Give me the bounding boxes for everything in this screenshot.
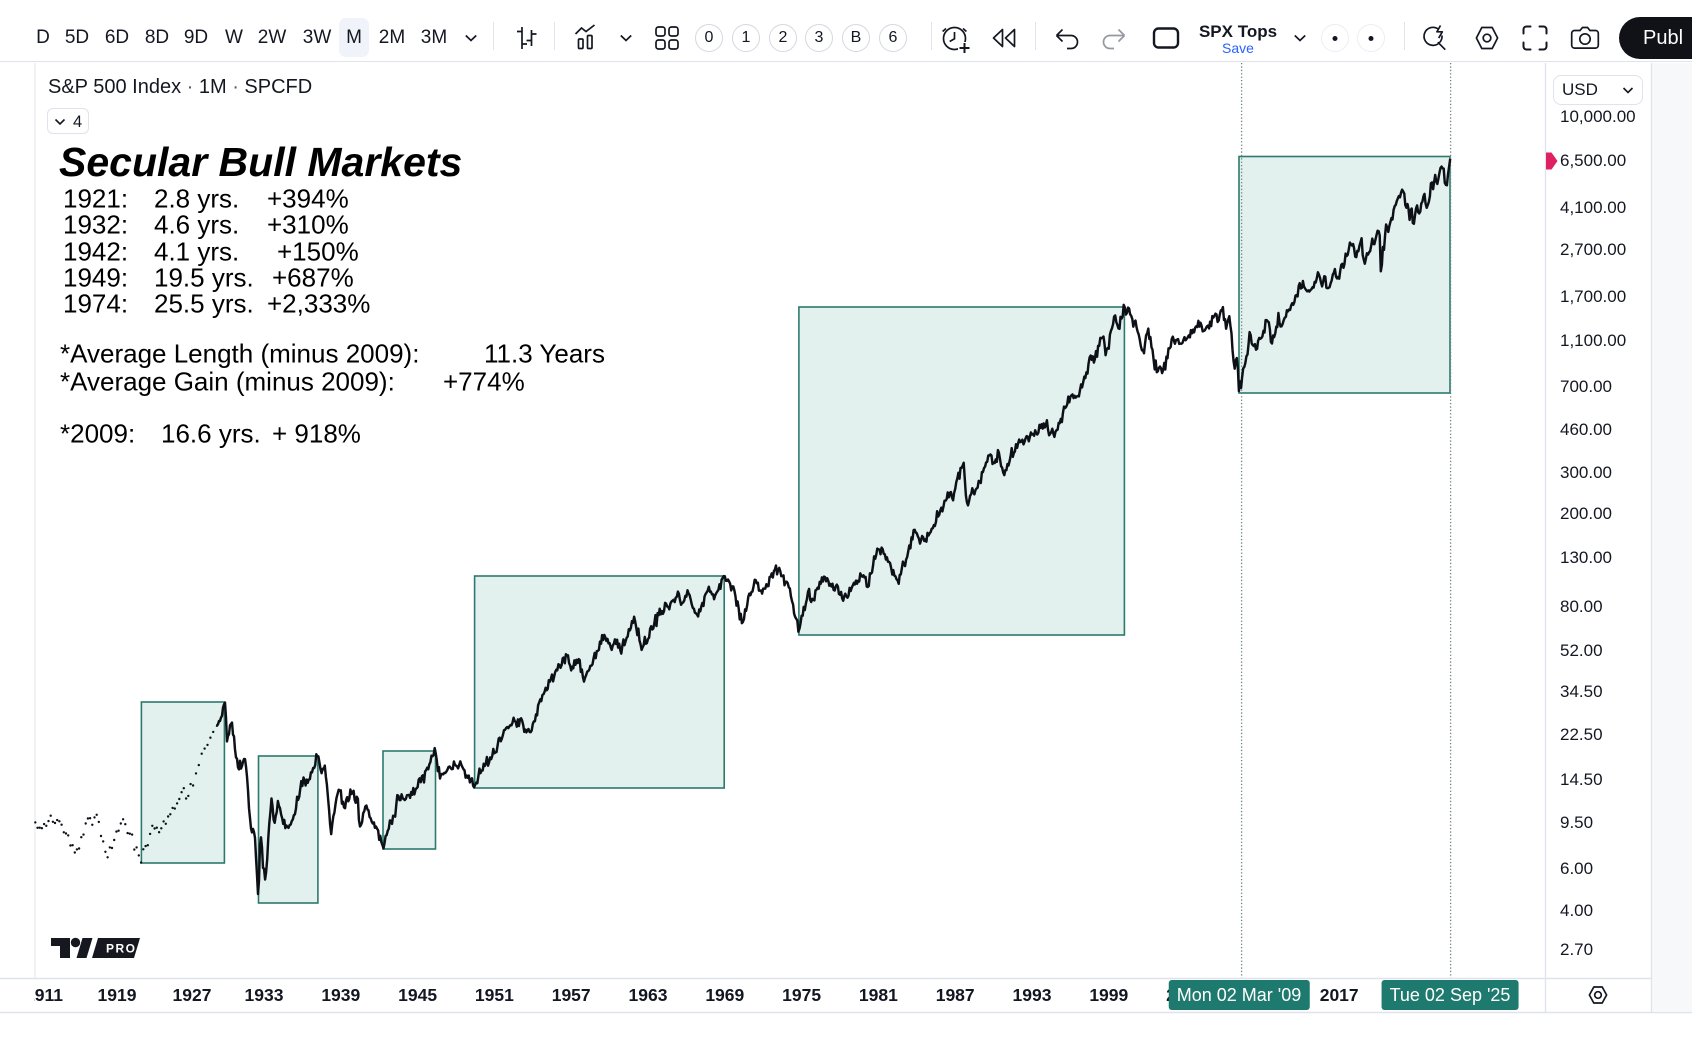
svg-text:PRO: PRO (106, 942, 137, 956)
